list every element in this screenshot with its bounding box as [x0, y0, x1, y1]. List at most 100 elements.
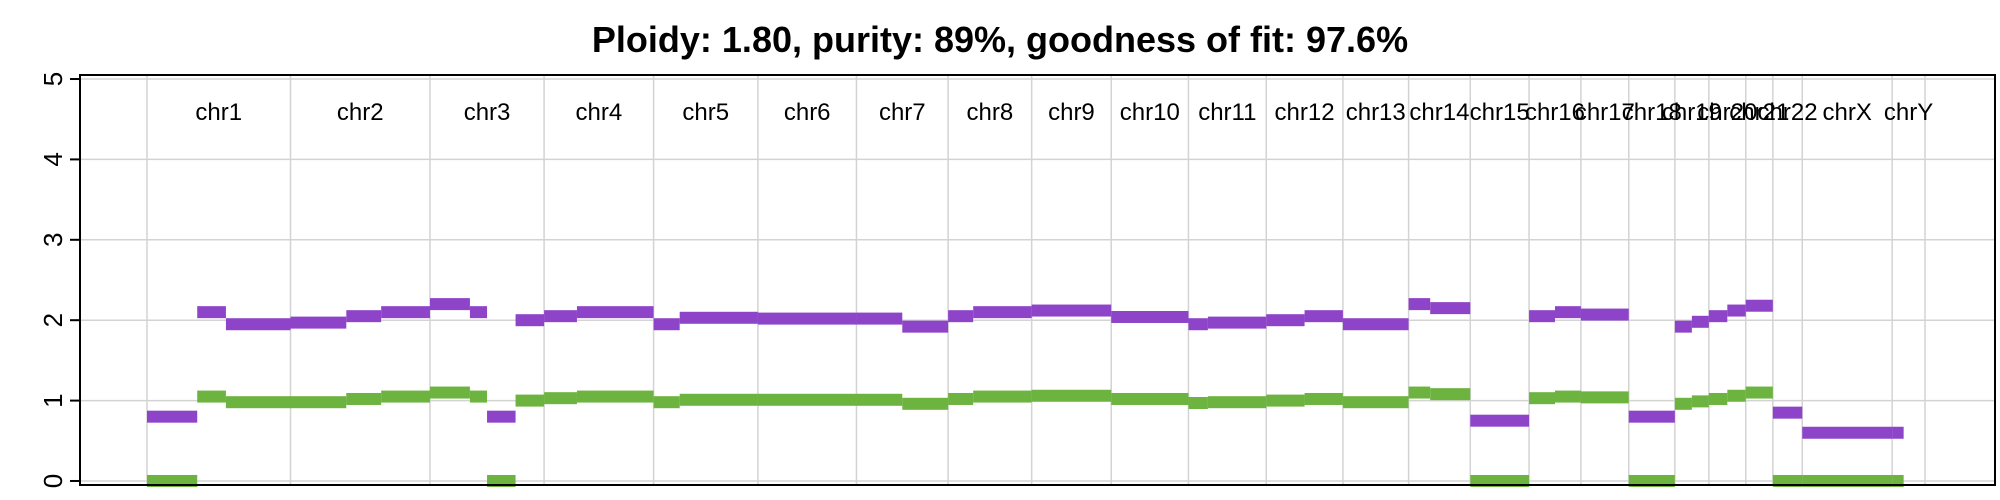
copy-number-segment	[856, 393, 903, 406]
copy-number-segment	[1580, 391, 1629, 404]
chromosome-label: chr16	[1525, 99, 1585, 126]
chromosome-label: chr7	[879, 99, 926, 126]
chromosome-label: chrY	[1884, 99, 1933, 126]
copy-number-segment	[1207, 316, 1267, 329]
copy-number-segment	[1708, 392, 1728, 405]
copy-number-segment	[225, 396, 291, 409]
copy-number-segment	[1207, 396, 1267, 409]
chromosome-label: chr1	[195, 99, 242, 126]
copy-number-segment	[948, 392, 974, 405]
copy-number-segment	[1554, 306, 1581, 319]
chromosome-label: chr4	[576, 99, 623, 126]
copy-number-segment	[1727, 304, 1746, 317]
chromosome-label: chr17	[1575, 99, 1635, 126]
copy-number-segment	[1266, 394, 1305, 407]
copy-number-segment	[1470, 474, 1530, 487]
chromosome-label: chrX	[1823, 99, 1872, 126]
copy-number-segment	[147, 410, 198, 423]
copy-number-segment	[346, 310, 382, 323]
copy-number-segment	[1745, 386, 1773, 399]
copy-number-segment	[1430, 388, 1471, 401]
chromosome-label: chr9	[1048, 99, 1095, 126]
copy-number-segment	[679, 311, 758, 324]
copy-number-segment	[346, 392, 382, 405]
copy-number-segment	[1266, 314, 1305, 327]
copy-number-segment	[1188, 318, 1208, 331]
chromosome-label: chr10	[1120, 99, 1180, 126]
chart-title: Ploidy: 1.80, purity: 89%, goodness of f…	[592, 19, 1408, 60]
y-tick-label: 2	[38, 313, 68, 327]
copy-number-segment	[1674, 397, 1692, 410]
plot-frame	[79, 74, 1996, 486]
chromosome-label: chr19	[1662, 99, 1722, 126]
copy-number-segment	[1430, 302, 1471, 315]
copy-number-segment	[653, 396, 680, 409]
chromosome-labels: chr1 chr2 chr3 chr4 chr5 chr6 chr7 chr8 chr9 chr1…	[195, 99, 1933, 126]
copy-number-segment	[225, 318, 291, 331]
copy-number-segment	[544, 310, 577, 323]
copy-number-segment	[429, 298, 470, 311]
copy-number-segment	[576, 390, 654, 403]
copy-number-segment	[1802, 426, 1893, 439]
chromosome-label: chr18	[1622, 99, 1682, 126]
segment-marks	[147, 298, 1904, 487]
copy-number-segment	[1408, 298, 1431, 311]
chromosome-label: chr3	[464, 99, 511, 126]
copy-number-segment	[757, 393, 857, 406]
copy-number-segment	[544, 392, 577, 405]
copy-number-segment	[1691, 395, 1709, 408]
chromosome-label: chr12	[1275, 99, 1335, 126]
y-tick-label: 3	[38, 233, 68, 247]
copy-number-segment	[1304, 310, 1343, 323]
chromosome-label: chr14	[1409, 99, 1469, 126]
copy-number-segment	[576, 306, 654, 319]
copy-number-segment	[1408, 386, 1431, 399]
copy-number-segment	[902, 320, 949, 333]
copy-number-segment	[679, 393, 758, 406]
copy-number-segment	[1470, 414, 1530, 427]
chromosome-label: chr15	[1470, 99, 1530, 126]
chromosome-label: chr5	[682, 99, 729, 126]
copy-number-segment	[1628, 474, 1675, 487]
copy-number-segment	[1772, 406, 1803, 419]
y-tick-label: 4	[38, 152, 68, 166]
copy-number-segment	[1529, 310, 1555, 323]
copy-number-segment	[487, 410, 516, 423]
copy-number-segment	[1691, 315, 1709, 328]
copy-number-segment	[973, 306, 1032, 319]
copy-number-segment	[1892, 426, 1904, 439]
y-axis: 0 1 2 3 4 5	[38, 72, 80, 488]
copy-number-segment	[1031, 389, 1112, 402]
chromosome-label: chr21	[1729, 99, 1789, 126]
copy-number-segment	[1580, 308, 1629, 321]
copy-number-segment	[469, 390, 488, 403]
copy-number-segment	[1674, 320, 1692, 333]
copy-number-segment	[197, 390, 226, 403]
copy-number-segment	[856, 312, 903, 325]
chromosome-label: chr8	[967, 99, 1014, 126]
copy-number-segment	[1727, 389, 1746, 402]
copy-number-segment	[290, 316, 347, 329]
copy-number-segment	[487, 474, 516, 487]
copy-number-segment	[290, 396, 347, 409]
copy-number-segment	[1188, 397, 1208, 409]
copy-number-segment	[1772, 474, 1803, 487]
copy-number-segment	[653, 318, 680, 331]
copy-number-segment	[197, 306, 226, 319]
chromosome-label: chr2	[337, 99, 384, 126]
copy-number-segment	[429, 386, 470, 399]
y-tick-label: 1	[38, 393, 68, 407]
copy-number-segment	[515, 314, 545, 327]
copy-number-segment	[1304, 392, 1343, 405]
copy-number-segment	[515, 394, 545, 407]
copy-number-segment	[469, 306, 488, 319]
copy-number-segment	[1529, 392, 1555, 405]
copy-number-segment	[381, 306, 430, 319]
copy-number-segment	[1628, 410, 1675, 423]
copy-number-segment	[757, 312, 857, 325]
copy-number-segment	[1111, 310, 1189, 323]
chromosome-label: chr13	[1346, 99, 1406, 126]
copy-number-segment	[1342, 318, 1409, 331]
copy-number-segment	[973, 390, 1032, 403]
